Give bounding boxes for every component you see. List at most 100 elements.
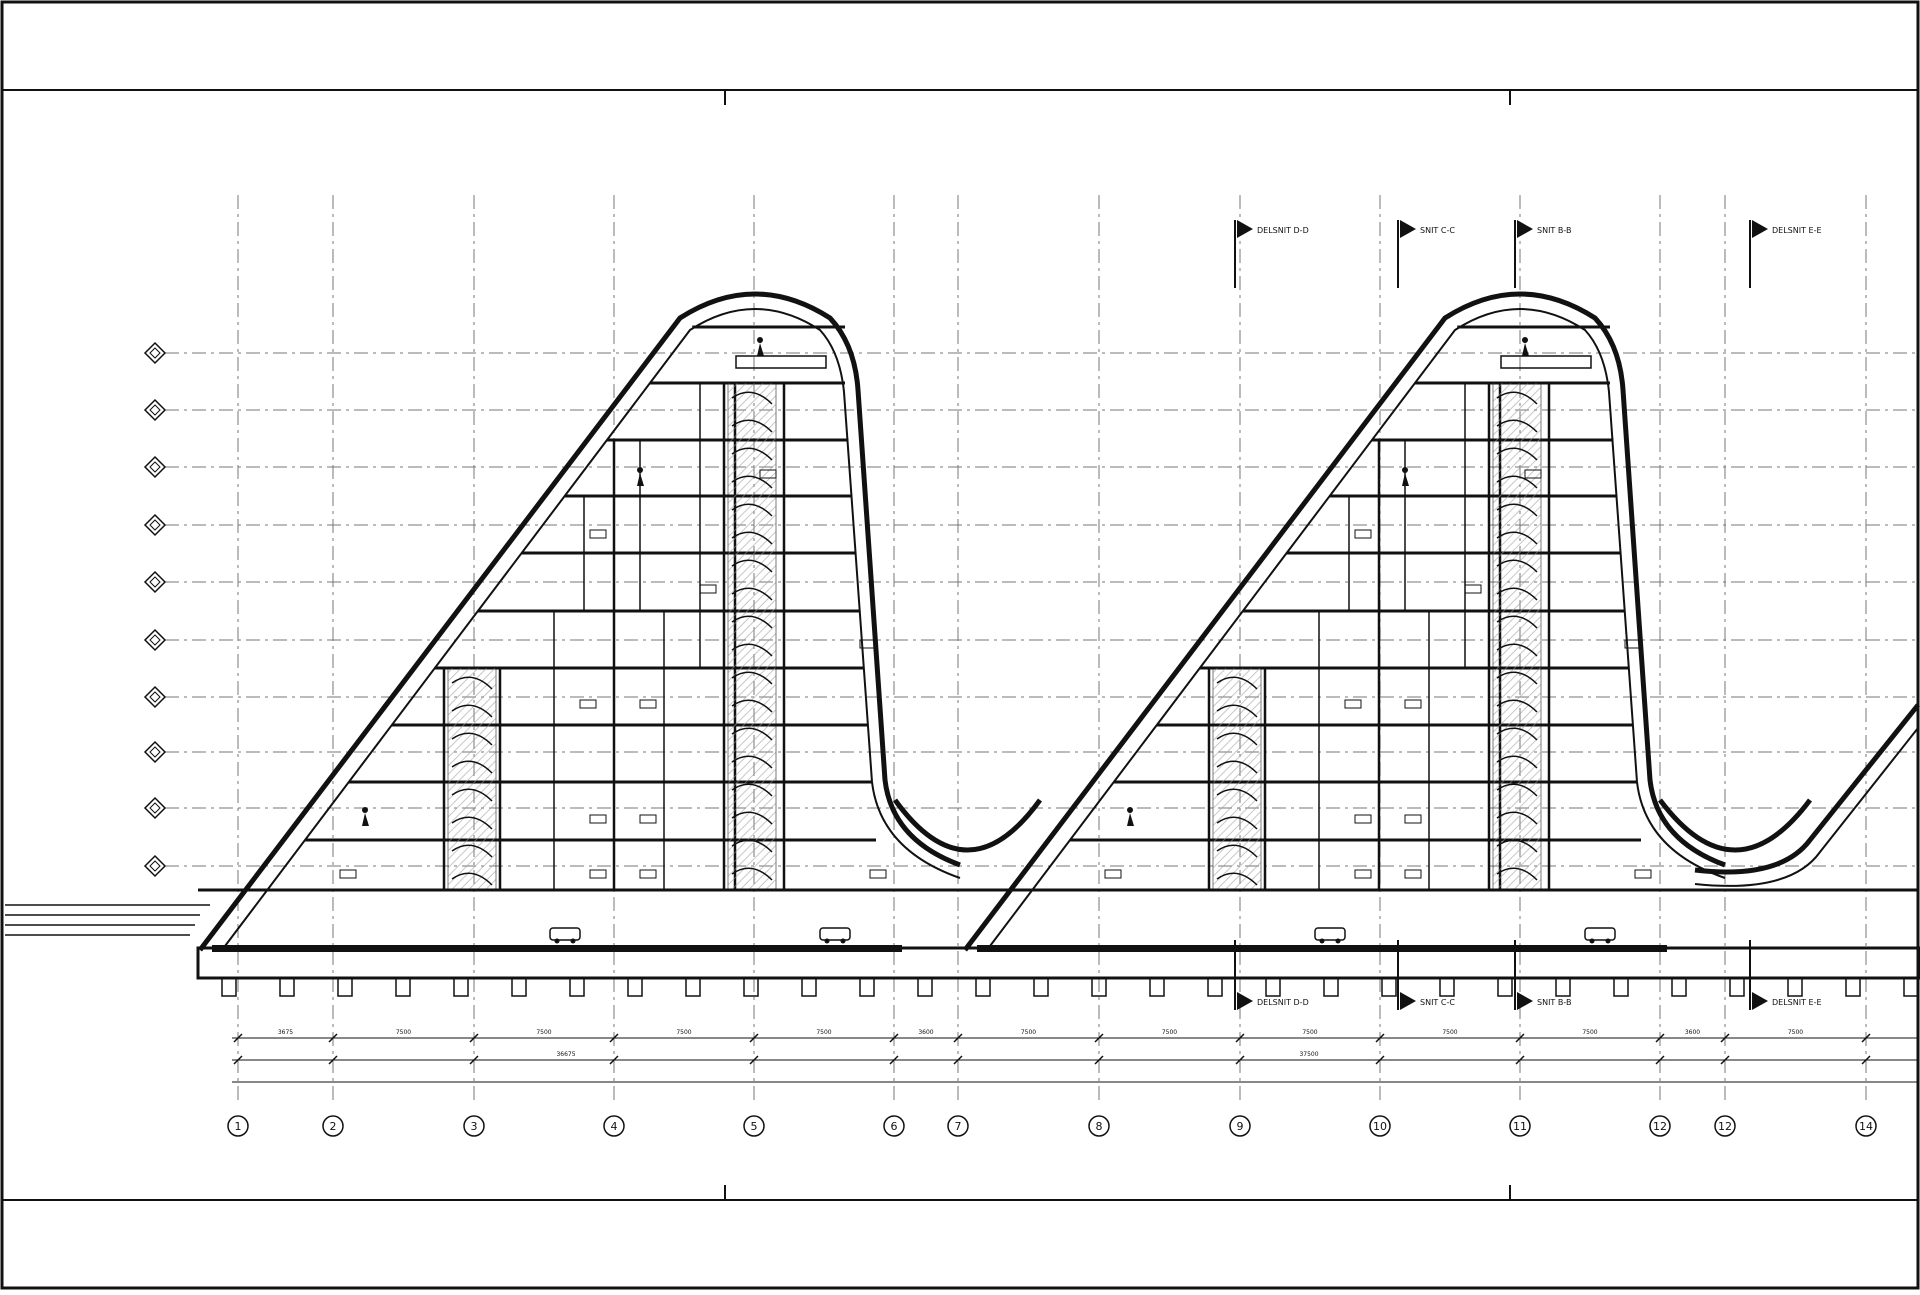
level-diamond-icon [143, 570, 167, 594]
axis-label: 8 [1096, 1120, 1103, 1133]
level-diamond-icon [143, 854, 167, 878]
pier [1323, 977, 1339, 997]
roof-terrace [735, 355, 827, 369]
level-diamond-icon [149, 860, 161, 872]
dimension-value: 7500 [536, 1029, 551, 1036]
dimension-tick [1515, 1055, 1525, 1065]
pier [279, 977, 295, 997]
section-flag-icon [1752, 992, 1768, 1010]
axis-label: 5 [751, 1120, 758, 1133]
axis-bubble-icon [227, 1115, 249, 1137]
pier [685, 977, 701, 997]
outer-shell [198, 291, 961, 952]
axis-label: 12 [1653, 1120, 1667, 1133]
furniture [589, 814, 607, 824]
dimension-total: 36675 [556, 1051, 575, 1058]
stair-flight [1496, 587, 1538, 601]
furniture [1344, 699, 1362, 709]
dimension-value: 7500 [1442, 1029, 1457, 1036]
stair-core [727, 382, 777, 891]
stair-flight [1496, 727, 1538, 741]
stair-flight [1216, 816, 1258, 830]
car-icon [1584, 927, 1616, 944]
axis-bubble-icon [1369, 1115, 1391, 1137]
axis-bubble-icon [1229, 1115, 1251, 1137]
dimension-value: 7500 [1302, 1029, 1317, 1036]
stair-flight [1216, 732, 1258, 746]
axis-label: 4 [611, 1120, 618, 1133]
level-diamond-icon [149, 746, 161, 758]
dimension-tick [1861, 1055, 1871, 1065]
pier [1497, 977, 1513, 997]
stair-flight [451, 704, 493, 718]
dimension-tick [1094, 1055, 1104, 1065]
pier [1381, 977, 1397, 997]
dimension-tick [1235, 1055, 1245, 1065]
furniture [579, 699, 597, 709]
person-icon [637, 467, 644, 486]
dimension-value: 7500 [1021, 1029, 1036, 1036]
dimension-tick [233, 1055, 243, 1065]
axis-bubble-icon [883, 1115, 905, 1137]
pier [1033, 977, 1049, 997]
dimension-tick [953, 1033, 963, 1043]
axis-label: 12 [1718, 1120, 1732, 1133]
section-label: DELSNIT D-D [1257, 226, 1309, 235]
stair-flight [1496, 615, 1538, 629]
section-label: SNIT C-C [1420, 226, 1455, 235]
dimension-value: 7500 [816, 1029, 831, 1036]
furniture [589, 529, 607, 539]
stair-flight [1496, 671, 1538, 685]
furniture [639, 699, 657, 709]
level-diamond-icon [149, 802, 161, 814]
section-label: DELSNIT E-E [1772, 226, 1822, 235]
axis-bubble-icon [1088, 1115, 1110, 1137]
dimension-tick [1861, 1033, 1871, 1043]
axis-bubble-icon [1714, 1115, 1736, 1137]
car-icon [1314, 927, 1346, 944]
dimension-value: 7500 [1162, 1029, 1177, 1036]
dimension-tick [889, 1055, 899, 1065]
stair-flight [731, 867, 773, 881]
furniture [639, 814, 657, 824]
stair-flight [731, 587, 773, 601]
stair-flight [451, 676, 493, 690]
furniture [1524, 469, 1542, 479]
stair-flight [731, 727, 773, 741]
stair-flight [1496, 783, 1538, 797]
section-flag-icon [1400, 992, 1416, 1010]
pier [1265, 977, 1281, 997]
section-flag-icon [1237, 992, 1253, 1010]
dimension-value: 7500 [396, 1029, 411, 1036]
section-flag-icon [1517, 992, 1533, 1010]
stair-flight [1496, 391, 1538, 405]
dimension-value: 3675 [278, 1029, 293, 1036]
furniture [699, 584, 717, 594]
level-diamond-icon [143, 398, 167, 422]
pier [1671, 977, 1687, 997]
outer-shell [1694, 703, 1920, 875]
dimension-tick [1515, 1033, 1525, 1043]
stair-flight [731, 783, 773, 797]
section-label: DELSNIT D-D [1257, 998, 1309, 1007]
furniture [1354, 814, 1372, 824]
stair-flight [1216, 872, 1258, 886]
pier [221, 977, 237, 997]
car-icon [819, 927, 851, 944]
dimension-tick [1375, 1033, 1385, 1043]
pier [1729, 977, 1745, 997]
furniture [1634, 869, 1652, 879]
furniture [759, 469, 777, 479]
stair-core [447, 667, 497, 891]
stair-flight [731, 699, 773, 713]
stair-flight [1496, 643, 1538, 657]
dimension-tick [1094, 1033, 1104, 1043]
dimension-tick [328, 1055, 338, 1065]
stair-flight [731, 391, 773, 405]
pier [1903, 977, 1919, 997]
stair-flight [451, 760, 493, 774]
stair-flight [1216, 844, 1258, 858]
person-icon [362, 807, 369, 826]
pier [1787, 977, 1803, 997]
